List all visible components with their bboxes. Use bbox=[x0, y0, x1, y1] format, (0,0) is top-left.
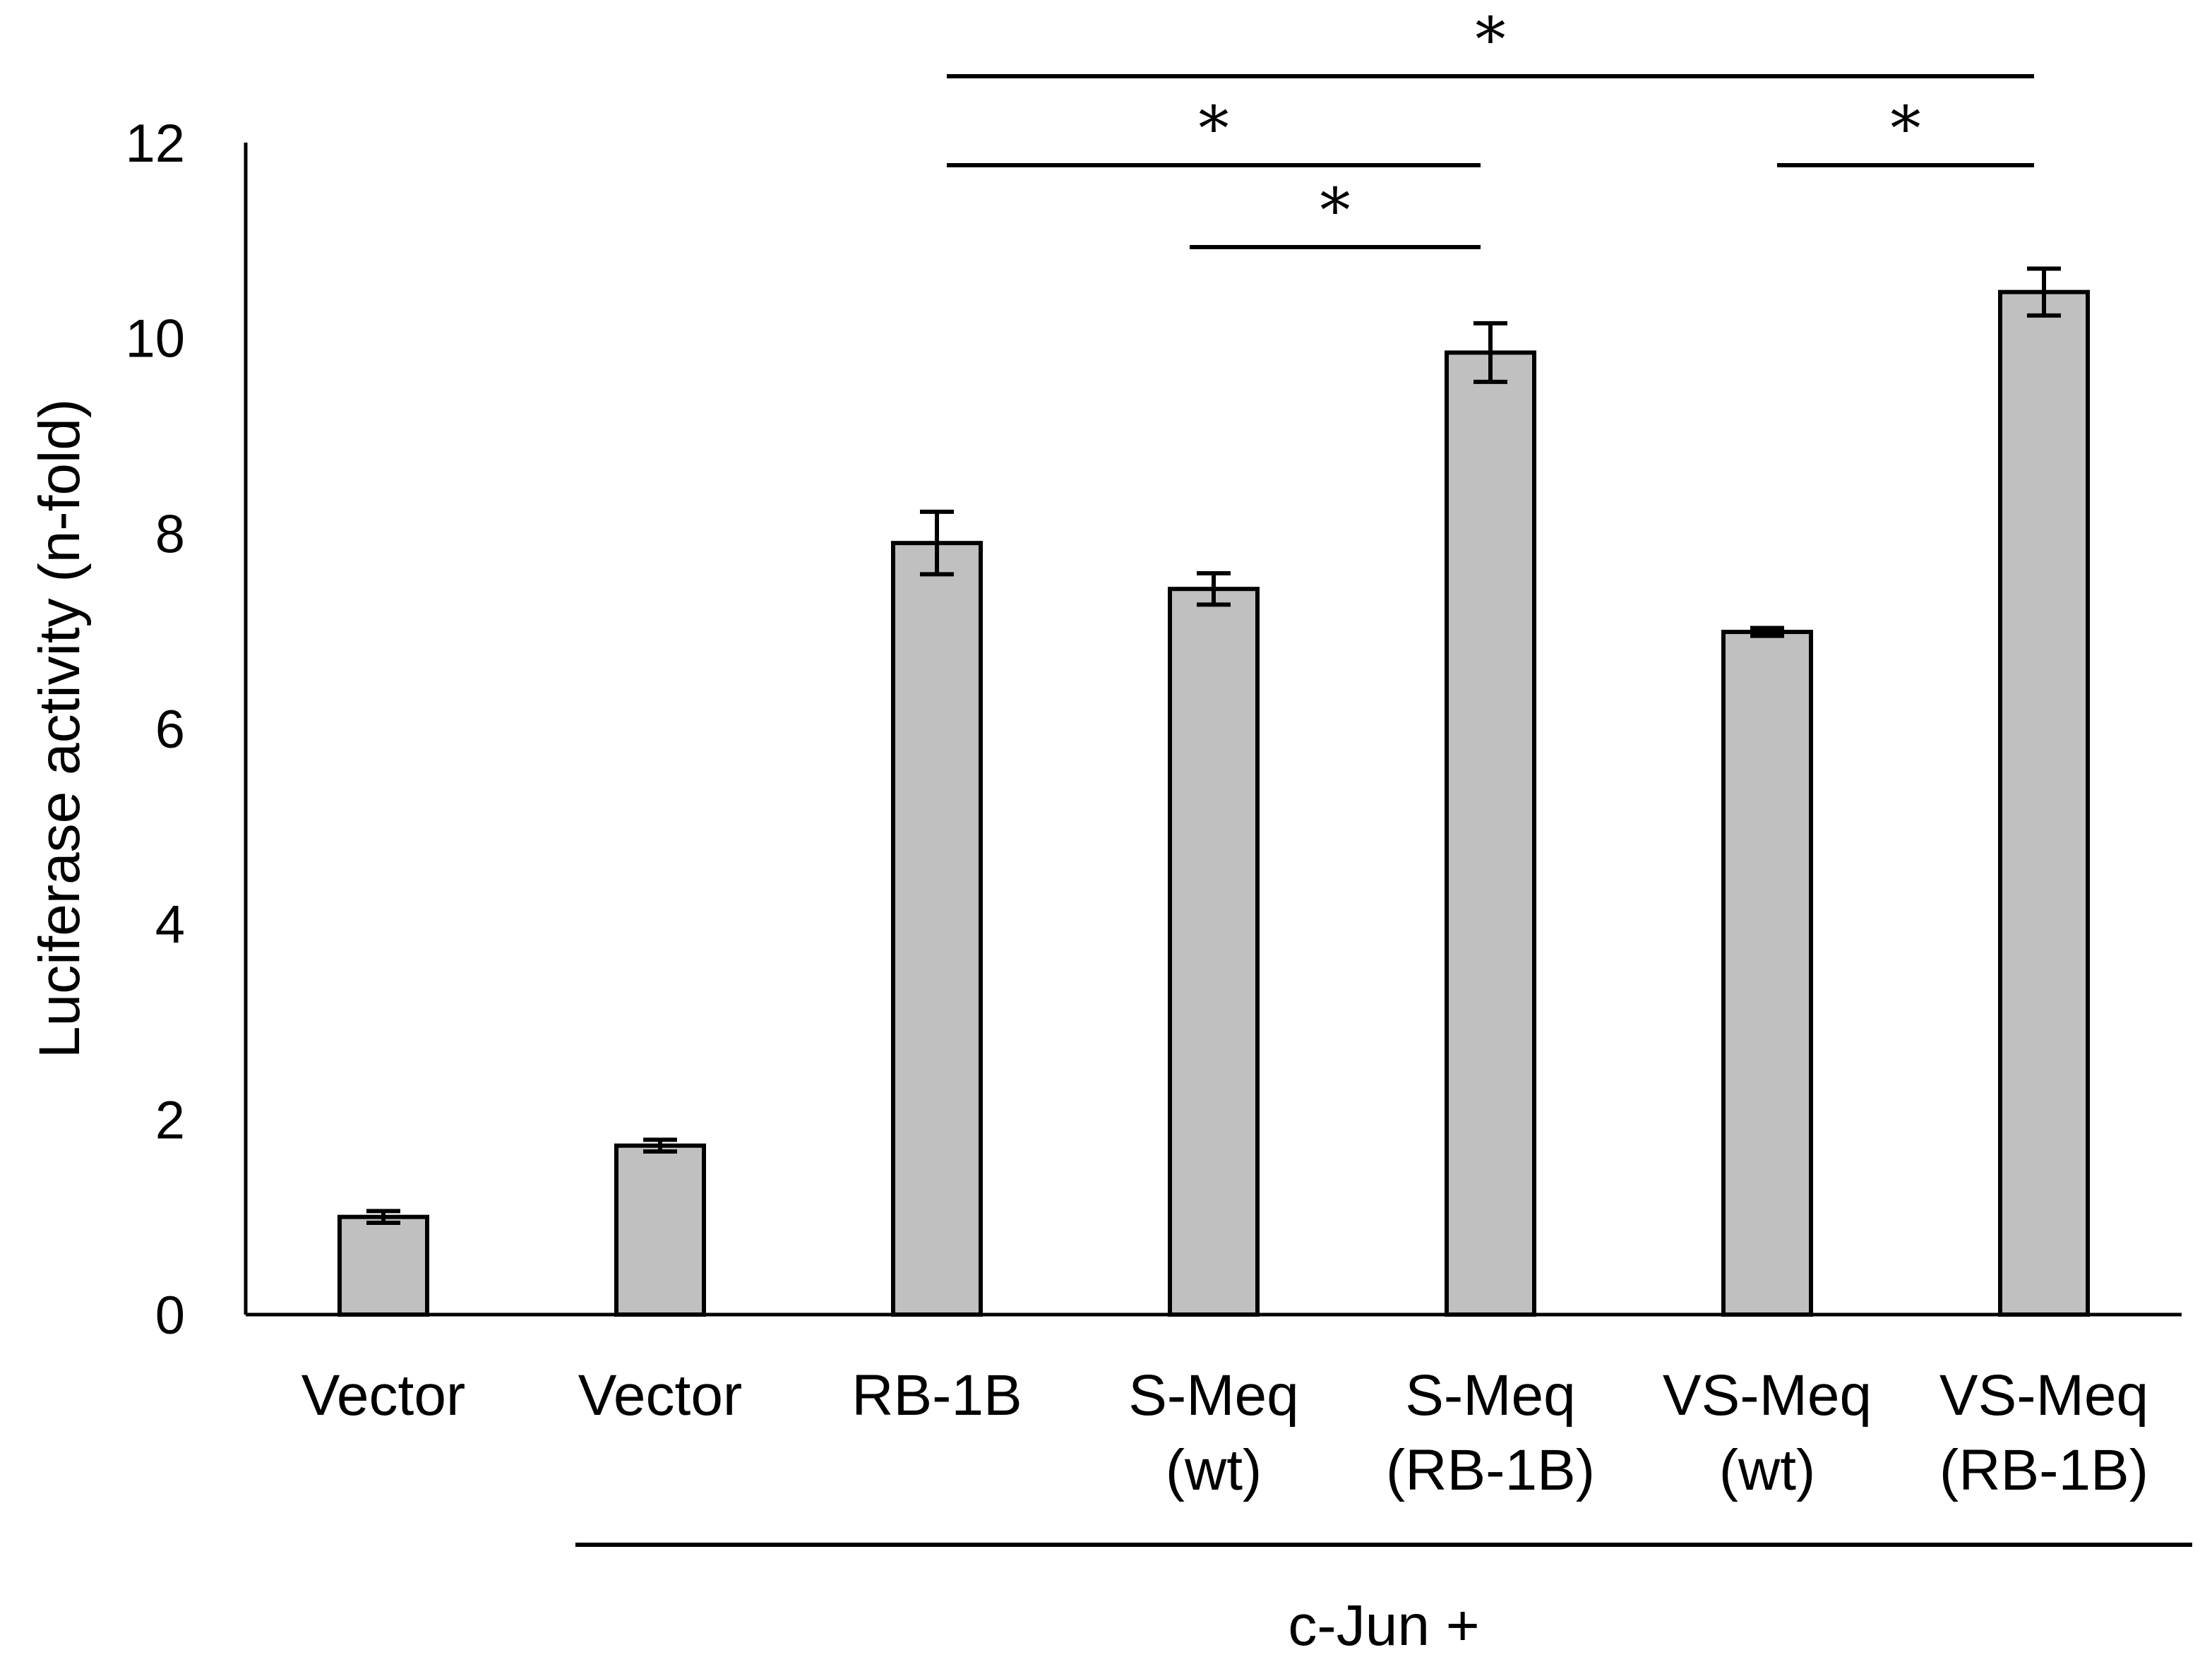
y-tick-label: 12 bbox=[125, 114, 185, 174]
bar-5 bbox=[1445, 350, 1536, 1317]
bar-7 bbox=[1998, 289, 2090, 1317]
c-jun-group-bracket: c-Jun + bbox=[575, 1543, 2192, 1658]
significance-brackets: * * * * bbox=[947, 5, 2034, 249]
y-tick-label: 10 bbox=[125, 309, 185, 369]
category-label-line2: (RB-1B) bbox=[1939, 1438, 2148, 1502]
category-label-line1: Vector bbox=[301, 1363, 465, 1428]
x-axis-labels: Vector Vector RB-1B S-Meq (wt) S-Meq (RB-1B) VS… bbox=[301, 1363, 2148, 1502]
error-bars bbox=[366, 266, 2061, 1225]
bar-3 bbox=[891, 541, 983, 1317]
bar-6 bbox=[1721, 630, 1813, 1317]
category-label-line1: VS-Meq bbox=[1939, 1363, 2148, 1428]
significance-star: * bbox=[1199, 94, 1229, 164]
group-label: c-Jun + bbox=[1288, 1593, 1479, 1658]
y-tick-label: 4 bbox=[155, 895, 185, 955]
bar-4 bbox=[1168, 587, 1260, 1317]
y-axis-title: Luciferase activity (n-fold) bbox=[28, 399, 92, 1058]
significance-star: * bbox=[1476, 5, 1506, 76]
category-label-line1: VS-Meq bbox=[1663, 1363, 1872, 1428]
bar-1 bbox=[337, 1214, 429, 1317]
category-label-line1: RB-1B bbox=[851, 1363, 1022, 1428]
category-label-line2: (wt) bbox=[1719, 1438, 1816, 1502]
significance-star: * bbox=[1891, 94, 1921, 164]
category-label-line1: Vector bbox=[578, 1363, 742, 1428]
y-axis: 0 2 4 6 8 10 12 bbox=[125, 114, 2182, 1346]
y-tick-label: 6 bbox=[155, 700, 185, 760]
bar-2 bbox=[614, 1143, 706, 1317]
y-tick-label: 2 bbox=[155, 1090, 185, 1150]
category-label-line1: S-Meq bbox=[1128, 1363, 1299, 1428]
category-label-line2: (RB-1B) bbox=[1386, 1438, 1595, 1502]
significance-star: * bbox=[1320, 176, 1351, 246]
y-tick-label: 8 bbox=[155, 504, 185, 564]
category-label-line2: (wt) bbox=[1166, 1438, 1262, 1502]
category-label-line1: S-Meq bbox=[1405, 1363, 1576, 1428]
y-tick-label: 0 bbox=[155, 1286, 185, 1346]
bars bbox=[337, 289, 2090, 1317]
